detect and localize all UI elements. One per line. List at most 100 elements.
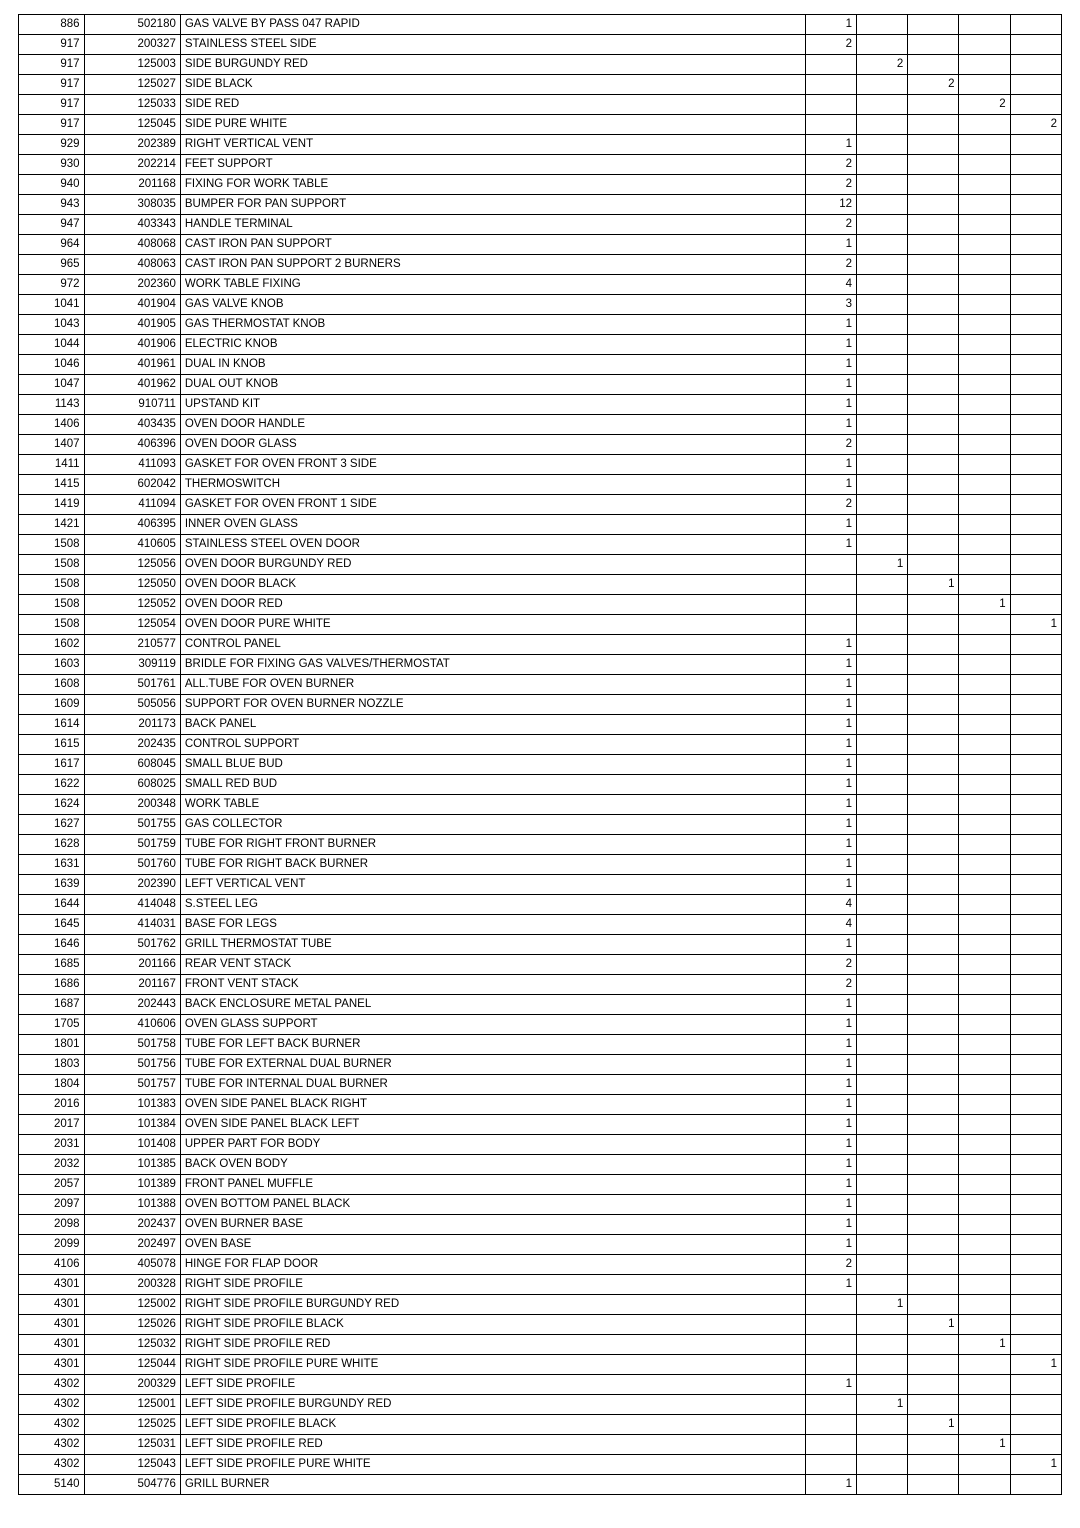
table-cell: LEFT VERTICAL VENT [180, 875, 805, 895]
table-row: 1046401961DUAL IN KNOB1 [19, 355, 1062, 375]
table-cell: 1609 [19, 695, 85, 715]
table-cell [857, 895, 908, 915]
table-cell [1010, 815, 1061, 835]
table-cell: 1644 [19, 895, 85, 915]
table-cell [908, 775, 959, 795]
table-cell: 202435 [84, 735, 180, 755]
table-cell [959, 615, 1010, 635]
table-row: 1143910711UPSTAND KIT1 [19, 395, 1062, 415]
table-cell [959, 195, 1010, 215]
table-cell: 917 [19, 115, 85, 135]
table-cell: 501756 [84, 1055, 180, 1075]
table-row: 1602210577CONTROL PANEL1 [19, 635, 1062, 655]
table-cell [1010, 935, 1061, 955]
table-cell: 2 [805, 1255, 856, 1275]
table-cell: 1 [805, 335, 856, 355]
table-cell: BUMPER FOR PAN SUPPORT [180, 195, 805, 215]
table-cell: 1 [908, 575, 959, 595]
table-cell: 1 [805, 355, 856, 375]
table-cell: 917 [19, 75, 85, 95]
table-cell: 1508 [19, 615, 85, 635]
table-cell [1010, 1115, 1061, 1135]
table-cell [1010, 215, 1061, 235]
table-cell [908, 315, 959, 335]
table-cell: 401962 [84, 375, 180, 395]
table-cell [857, 395, 908, 415]
table-row: 2032101385BACK OVEN BODY1 [19, 1155, 1062, 1175]
table-row: 1609505056SUPPORT FOR OVEN BURNER NOZZLE… [19, 695, 1062, 715]
table-cell: 125043 [84, 1455, 180, 1475]
table-cell [908, 395, 959, 415]
table-cell: 403435 [84, 415, 180, 435]
table-cell: 1 [805, 535, 856, 555]
table-cell [959, 455, 1010, 475]
table-cell [908, 895, 959, 915]
table-row: 886502180GAS VALVE BY PASS 047 RAPID1 [19, 15, 1062, 35]
table-cell [805, 1315, 856, 1335]
table-cell: 125027 [84, 75, 180, 95]
table-cell: 4 [805, 895, 856, 915]
table-cell: 1 [805, 1035, 856, 1055]
table-row: 4301200328RIGHT SIDE PROFILE1 [19, 1275, 1062, 1295]
table-cell [908, 735, 959, 755]
table-cell [857, 715, 908, 735]
table-cell [805, 55, 856, 75]
table-cell: 2099 [19, 1235, 85, 1255]
table-row: 1421406395INNER OVEN GLASS1 [19, 515, 1062, 535]
table-cell [857, 495, 908, 515]
table-cell [959, 1075, 1010, 1095]
table-cell: 1 [805, 375, 856, 395]
table-cell: 917 [19, 95, 85, 115]
table-cell: 2032 [19, 1155, 85, 1175]
table-cell: 1 [908, 1315, 959, 1335]
table-cell: BACK PANEL [180, 715, 805, 735]
table-row: 1628501759TUBE FOR RIGHT FRONT BURNER1 [19, 835, 1062, 855]
table-cell: 1 [805, 1275, 856, 1295]
table-cell: UPPER PART FOR BODY [180, 1135, 805, 1155]
table-row: 1645414031BASE FOR LEGS4 [19, 915, 1062, 935]
table-cell: 1801 [19, 1035, 85, 1055]
table-cell: BACK OVEN BODY [180, 1155, 805, 1175]
table-cell: 4302 [19, 1375, 85, 1395]
table-row: 1508410605STAINLESS STEEL OVEN DOOR1 [19, 535, 1062, 555]
table-row: 1639202390LEFT VERTICAL VENT1 [19, 875, 1062, 895]
table-cell [857, 695, 908, 715]
table-cell [959, 1375, 1010, 1395]
table-cell [908, 1275, 959, 1295]
table-row: 943308035BUMPER FOR PAN SUPPORT12 [19, 195, 1062, 215]
table-cell: 200348 [84, 795, 180, 815]
table-row: 1644414048S.STEEL LEG4 [19, 895, 1062, 915]
table-cell [959, 655, 1010, 675]
table-cell [857, 435, 908, 455]
table-cell: 200328 [84, 1275, 180, 1295]
table-cell: 1686 [19, 975, 85, 995]
table-cell [1010, 1335, 1061, 1355]
table-cell [908, 215, 959, 235]
table-cell [857, 1035, 908, 1055]
table-cell [959, 475, 1010, 495]
table-cell: STAINLESS STEEL SIDE [180, 35, 805, 55]
table-cell [805, 1355, 856, 1375]
table-cell: 504776 [84, 1475, 180, 1495]
table-cell [1010, 455, 1061, 475]
table-cell [805, 1455, 856, 1475]
table-cell: 501760 [84, 855, 180, 875]
table-cell: 1645 [19, 915, 85, 935]
table-row: 1646501762GRILL THERMOSTAT TUBE1 [19, 935, 1062, 955]
table-cell [857, 1115, 908, 1135]
table-row: 1804501757TUBE FOR INTERNAL DUAL BURNER1 [19, 1075, 1062, 1095]
table-cell: 1 [805, 475, 856, 495]
table-cell: 202360 [84, 275, 180, 295]
table-cell: 101389 [84, 1175, 180, 1195]
table-cell [959, 955, 1010, 975]
table-cell [959, 1355, 1010, 1375]
table-cell: 1603 [19, 655, 85, 675]
table-cell: 1407 [19, 435, 85, 455]
table-cell: 1615 [19, 735, 85, 755]
table-cell: 401904 [84, 295, 180, 315]
table-row: 1705410606OVEN GLASS SUPPORT1 [19, 1015, 1062, 1035]
table-cell [1010, 1055, 1061, 1075]
table-cell [1010, 235, 1061, 255]
table-cell [959, 575, 1010, 595]
table-cell [959, 15, 1010, 35]
